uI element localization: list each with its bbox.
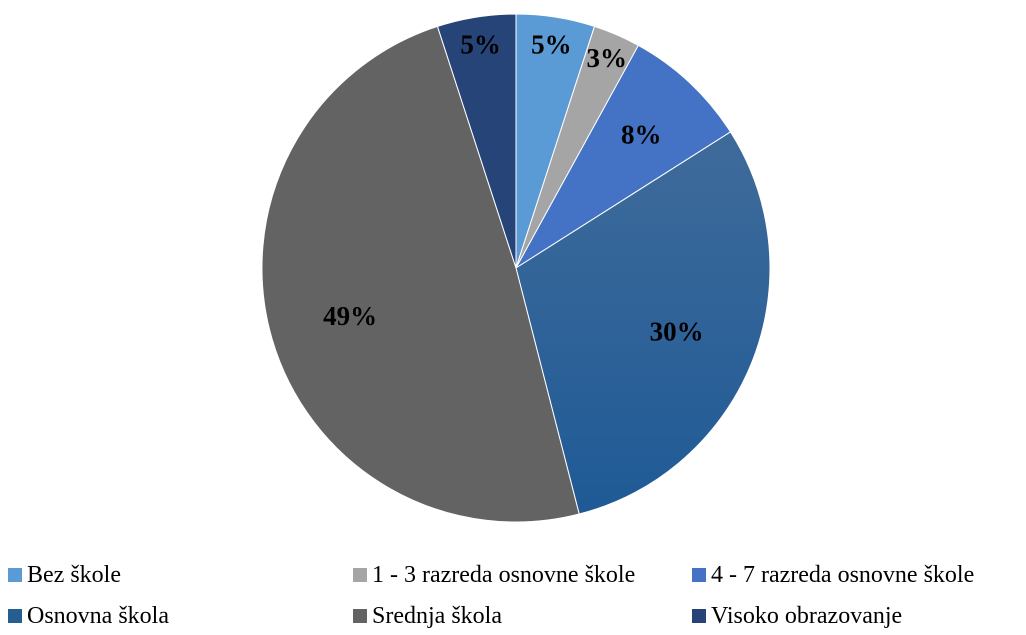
legend-item-srednja-skola: Srednja škola — [353, 602, 502, 630]
legend-swatch — [692, 568, 706, 582]
legend-item-4-7-razreda: 4 - 7 razreda osnovne škole — [692, 561, 974, 589]
legend-swatch — [692, 609, 706, 623]
data-label: 30% — [650, 317, 704, 347]
legend-label: Osnovna škola — [27, 603, 169, 629]
legend-swatch — [353, 609, 367, 623]
pie-slice-osnovna-škola — [515, 131, 771, 515]
legend-item-visoko-obrazovanje: Visoko obrazovanje — [692, 602, 902, 630]
legend-label: Srednja škola — [372, 603, 502, 629]
legend-swatch — [8, 568, 22, 582]
chart-legend: Bez škole 1 - 3 razreda osnovne škole 4 … — [8, 560, 1026, 635]
legend-label: 1 - 3 razreda osnovne škole — [372, 562, 636, 588]
legend-item-bez-skole: Bez škole — [8, 561, 121, 589]
legend-item-1-3-razreda: 1 - 3 razreda osnovne škole — [353, 561, 635, 589]
pie-slice-4-7-razreda-osnovne-škole — [515, 44, 732, 269]
data-label: 8% — [621, 120, 662, 150]
pie-slice-visoko-obrazovanje — [436, 13, 517, 269]
legend-label: Visoko obrazovanje — [711, 603, 903, 629]
legend-item-osnovna-skola: Osnovna škola — [8, 602, 169, 630]
legend-label: Bez škole — [27, 562, 121, 588]
data-label: 5% — [531, 30, 572, 60]
data-label: 3% — [587, 43, 628, 73]
pie-chart: 5% 3% 8% 30% 49% 5% — [261, 13, 771, 523]
legend-swatch — [8, 609, 22, 623]
legend-label: 4 - 7 razreda osnovne škole — [711, 562, 975, 588]
data-label: 49% — [323, 301, 377, 331]
legend-swatch — [353, 568, 367, 582]
pie-slice-srednja-škola — [261, 25, 580, 523]
data-label: 5% — [460, 30, 501, 60]
